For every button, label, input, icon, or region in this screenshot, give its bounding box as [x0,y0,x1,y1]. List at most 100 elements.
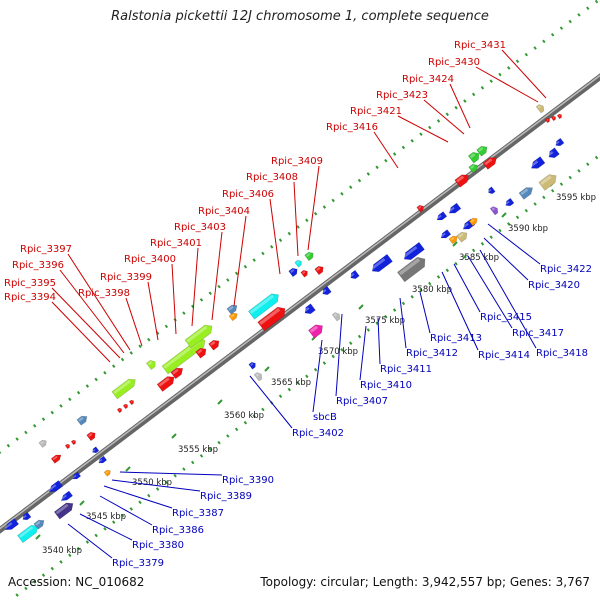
gene-label-bottom: Rpic_3413 [430,333,482,344]
gene-feature [38,439,47,448]
gene-shine [118,408,121,411]
leader-line-bottom [483,237,529,281]
leader-line-bottom [359,325,367,381]
map-title: Ralstonia pickettii 12J chromosome 1, co… [111,9,489,24]
gene-shine [78,416,84,422]
leader-line-top [269,198,281,275]
leader-line-top [307,165,320,251]
gene-feature [103,469,111,477]
gene-label-top: Rpic_3431 [454,40,506,51]
leader-line-top [293,181,299,257]
gene-shine [186,325,208,343]
leader-line-bottom [419,291,431,334]
gene-feature [60,490,74,501]
gene-feature [247,293,279,320]
gene-shine [440,232,446,238]
gene-shine [296,261,300,265]
gene-shine [302,271,306,275]
gene-shine [458,233,464,238]
gene-shape [228,312,238,322]
gene-shape [448,235,458,245]
gene-shine [304,307,310,312]
kbp-label: 3545 kbp [86,512,126,522]
leader-line-bottom [312,339,323,413]
gene-label-bottom: Rpic_3415 [480,312,532,323]
gene-feature [489,206,499,216]
gene-shape [531,156,546,169]
gene-feature [122,403,128,410]
gene-feature [64,443,70,450]
kbp-label: 3590 kbp [508,224,548,234]
gene-shine [552,116,555,119]
gene-shine [22,514,27,519]
gene-feature [22,511,32,521]
gene-shape [550,115,556,122]
gene-shape [403,241,425,261]
gene-feature [17,524,39,544]
gene-shine [72,440,75,443]
gene-label-bottom: Rpic_3420 [528,280,580,291]
gene-label-top: Rpic_3409 [271,156,323,167]
gene-shine [309,325,318,333]
leader-line-top [125,297,143,347]
gene-label-bottom: Rpic_3422 [540,264,592,275]
gene-label-bottom: Rpic_3402 [292,428,344,439]
gene-feature [145,359,156,371]
gene-feature [488,186,496,195]
gene-shape [556,113,562,120]
leader-line-bottom [119,471,223,476]
gene-feature [505,197,515,207]
leader-line-bottom [453,263,481,313]
gene-shine [478,147,484,152]
gene-label-bottom: Rpic_3407 [336,396,388,407]
gene-shape [60,490,74,501]
gene-shine [147,361,153,366]
gene-feature [550,115,556,122]
gene-label-top: Rpic_3398 [78,288,130,299]
gene-feature [544,117,550,124]
gene-shape [116,407,122,414]
gene-shine [52,455,58,461]
gene-shine [456,175,465,183]
gene-shine [436,214,442,220]
leader-line-top [449,83,471,129]
kbp-label: 3555 kbp [178,445,218,455]
gene-feature [76,415,88,426]
gene-shine [66,444,69,447]
gene-shine [548,151,554,156]
gene-feature [72,471,82,480]
gene-feature [128,399,134,406]
label-leader-lines [51,49,547,559]
gene-shape [86,431,96,442]
gene-feature [257,306,286,332]
gene-shape [70,439,76,446]
gene-feature [156,376,175,392]
gene-feature [538,174,557,191]
gene-feature [86,431,96,442]
gene-shape [322,285,332,296]
gene-feature [307,324,323,339]
gene-shine [259,307,281,325]
gene-label-top: Rpic_3400 [124,254,176,265]
gene-shape [436,211,448,221]
leader-line-bottom [377,317,381,365]
gene-shine [370,258,386,270]
gene-shine [322,289,327,293]
gene-shine [491,207,496,211]
gene-shape [314,265,324,276]
gene-feature [468,163,478,174]
gene-shape [307,324,323,339]
gene-feature [208,339,220,351]
gene-feature [555,137,565,147]
gene-shape [247,293,279,320]
gene-shine [35,520,41,526]
gene-shape [304,303,316,315]
accession-text: Accession: NC_010682 [8,575,145,589]
gene-label-bottom: Rpic_3417 [512,328,564,339]
leader-line-top [191,247,199,327]
summary-text: Topology: circular; Length: 3,942,557 bp… [260,575,590,589]
gene-features [4,104,565,544]
gene-feature [53,502,74,520]
gene-feature [476,145,488,157]
gene-shine [462,222,469,229]
